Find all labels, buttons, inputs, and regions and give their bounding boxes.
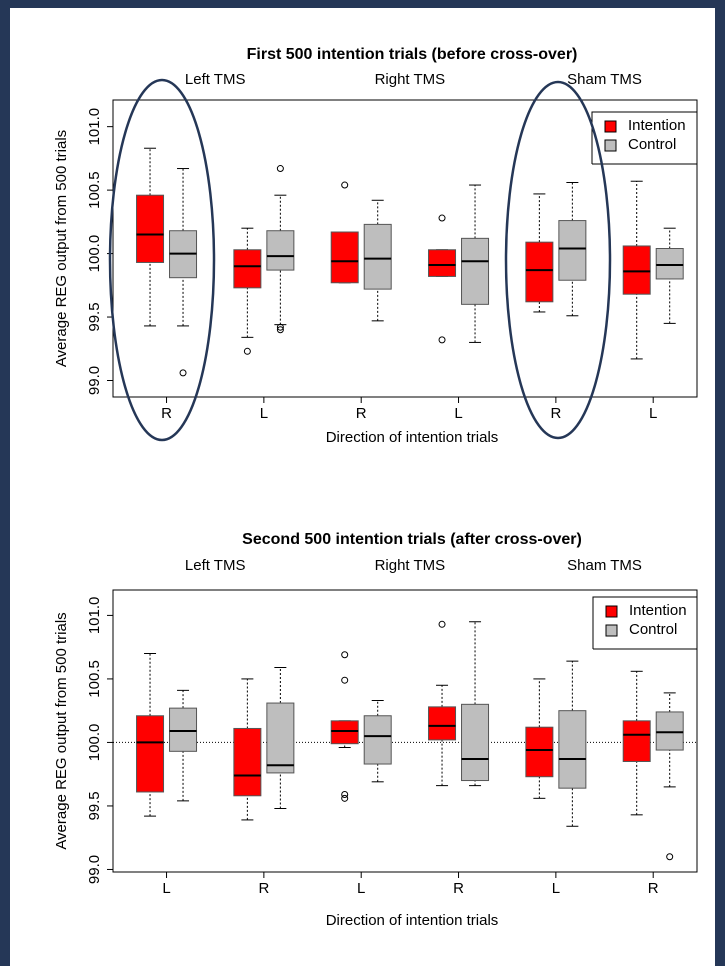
x-tick-label: L xyxy=(260,405,268,422)
box xyxy=(655,711,684,751)
legend-label: Intention xyxy=(628,117,686,134)
box xyxy=(622,720,651,762)
outlier xyxy=(438,620,446,628)
outlier xyxy=(438,336,446,344)
legend-frame xyxy=(591,111,697,165)
legend-swatch xyxy=(605,624,618,637)
box xyxy=(363,715,392,765)
box xyxy=(525,241,554,303)
box xyxy=(428,249,457,277)
slide xyxy=(10,8,715,966)
plot-frame xyxy=(112,589,698,873)
y-axis-label: Average REG output from 500 trials xyxy=(53,612,70,849)
legend-frame xyxy=(592,596,697,650)
group-label: Right TMS xyxy=(375,557,446,574)
y-axis-label: Average REG output from 500 trials xyxy=(53,130,70,367)
y-tick-label: 99.5 xyxy=(86,791,103,820)
box xyxy=(266,230,295,271)
y-tick-label: 101.0 xyxy=(86,597,103,635)
outlier xyxy=(179,369,187,377)
chart-title: First 500 intention trials (before cross… xyxy=(247,46,578,63)
box xyxy=(169,707,198,752)
box xyxy=(363,223,392,290)
box xyxy=(461,703,490,782)
outlier xyxy=(243,347,251,355)
group-label: Sham TMS xyxy=(567,71,642,88)
x-tick-label: L xyxy=(552,880,560,897)
box xyxy=(330,720,359,745)
y-tick-label: 99.0 xyxy=(86,855,103,884)
outlier xyxy=(438,214,446,222)
box xyxy=(558,220,587,281)
box xyxy=(622,245,651,295)
x-tick-label: L xyxy=(649,405,657,422)
x-tick-label: L xyxy=(454,405,462,422)
legend-label: Control xyxy=(628,136,676,153)
outlier xyxy=(276,323,284,331)
y-tick-label: 99.5 xyxy=(86,302,103,331)
x-tick-label: R xyxy=(453,880,464,897)
x-axis-label: Direction of intention trials xyxy=(326,429,499,446)
x-tick-label: R xyxy=(258,880,269,897)
outlier xyxy=(341,791,349,799)
group-label: Right TMS xyxy=(375,71,446,88)
box xyxy=(525,726,554,778)
x-tick-label: R xyxy=(648,880,659,897)
box xyxy=(428,706,457,741)
chart-title: Second 500 intention trials (after cross… xyxy=(242,531,582,548)
box xyxy=(233,249,262,289)
x-tick-label: R xyxy=(161,405,172,422)
y-tick-label: 100.0 xyxy=(86,724,103,762)
x-tick-label: L xyxy=(357,880,365,897)
highlight-ellipse xyxy=(108,78,216,442)
legend-swatch xyxy=(604,139,617,152)
outlier xyxy=(276,326,284,334)
outlier xyxy=(666,853,674,861)
outlier xyxy=(341,794,349,802)
group-label: Left TMS xyxy=(185,71,246,88)
legend-swatch xyxy=(605,605,618,618)
group-label: Sham TMS xyxy=(567,557,642,574)
outlier xyxy=(276,165,284,173)
box xyxy=(461,237,490,305)
y-tick-label: 100.5 xyxy=(86,171,103,209)
box xyxy=(655,248,684,280)
box xyxy=(136,194,165,263)
outlier xyxy=(341,181,349,189)
x-tick-label: R xyxy=(550,405,561,422)
y-tick-label: 99.0 xyxy=(86,366,103,395)
x-tick-label: L xyxy=(162,880,170,897)
y-tick-label: 100.0 xyxy=(86,235,103,273)
x-axis-label: Direction of intention trials xyxy=(326,912,499,929)
plot-frame xyxy=(112,99,698,398)
legend-label: Control xyxy=(629,621,677,638)
y-tick-label: 101.0 xyxy=(86,108,103,146)
outlier xyxy=(341,651,349,659)
legend-swatch xyxy=(604,120,617,133)
box xyxy=(558,710,587,789)
highlight-ellipse xyxy=(504,80,612,440)
box xyxy=(233,727,262,797)
box xyxy=(266,702,295,774)
group-label: Left TMS xyxy=(185,557,246,574)
x-tick-label: R xyxy=(356,405,367,422)
charts: First 500 intention trials (before cross… xyxy=(53,46,698,929)
box xyxy=(330,231,359,284)
y-tick-label: 100.5 xyxy=(86,660,103,698)
outlier xyxy=(341,676,349,684)
legend-label: Intention xyxy=(629,602,687,619)
box xyxy=(136,715,165,793)
